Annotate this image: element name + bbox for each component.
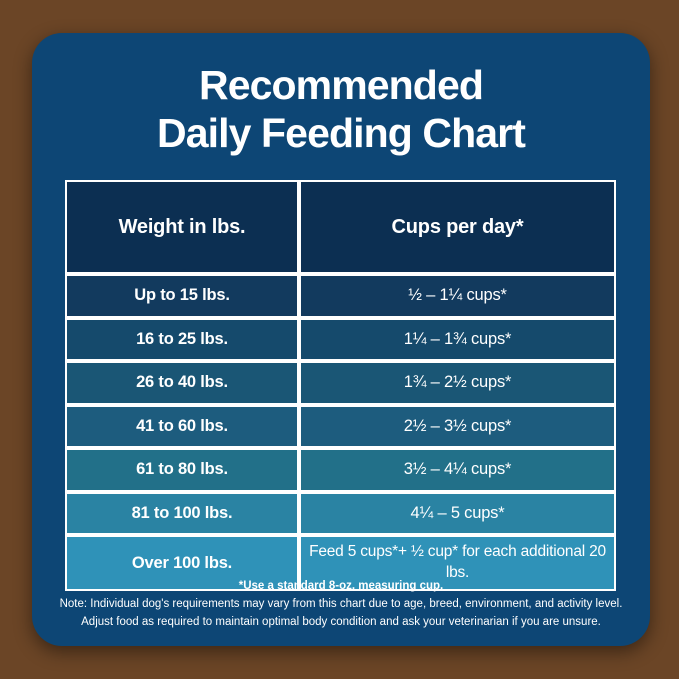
table-body: Up to 15 lbs. ½ – 1¼ cups* 16 to 25 lbs.… — [65, 274, 616, 591]
cups-cell: 1¼ – 1¾ cups* — [299, 317, 616, 361]
table-row: Over 100 lbs. Feed 5 cups*+ ½ cup* for e… — [65, 535, 616, 591]
weight-cell: 41 to 60 lbs. — [65, 404, 299, 448]
table-row: 81 to 100 lbs. 4¼ – 5 cups* — [65, 491, 616, 535]
title-line-1: Recommended — [198, 62, 484, 108]
cups-cell: 4¼ – 5 cups* — [299, 491, 616, 535]
cups-cell: Feed 5 cups*+ ½ cup* for each additional… — [299, 535, 616, 591]
title-line-2: Daily Feeding Chart — [157, 109, 526, 156]
weight-cell: 81 to 100 lbs. — [65, 491, 299, 535]
cups-cell: 1¾ – 2½ cups* — [299, 361, 616, 405]
table-header: Weight in lbs. Cups per day* — [65, 180, 616, 274]
weight-cell: Over 100 lbs. — [65, 535, 299, 591]
weight-cell: Up to 15 lbs. — [65, 274, 299, 318]
table-row: 61 to 80 lbs. 3½ – 4¼ cups* — [65, 448, 616, 492]
weight-cell: 61 to 80 lbs. — [65, 448, 299, 492]
cups-cell: 3½ – 4¼ cups* — [299, 448, 616, 492]
table-row: Up to 15 lbs. ½ – 1¼ cups* — [65, 274, 616, 318]
table-row: 26 to 40 lbs. 1¾ – 2½ cups* — [65, 361, 616, 405]
feeding-table: Weight in lbs. Cups per day* Up to 15 lb… — [65, 180, 616, 591]
column-header-weight: Weight in lbs. — [65, 180, 299, 274]
footnotes: *Use a standard 8-oz. measuring cup. Not… — [32, 578, 650, 631]
footnote-note: Note: Individual dog's requirements may … — [59, 597, 623, 610]
footnote-measuring-cup: *Use a standard 8-oz. measuring cup. — [238, 580, 444, 592]
weight-cell: 26 to 40 lbs. — [65, 361, 299, 405]
cups-cell: 2½ – 3½ cups* — [299, 404, 616, 448]
weight-cell: 16 to 25 lbs. — [65, 317, 299, 361]
table-header-row: Weight in lbs. Cups per day* — [65, 180, 616, 274]
cups-cell: ½ – 1¼ cups* — [299, 274, 616, 318]
footnote-adjust: Adjust food as required to maintain opti… — [81, 615, 601, 628]
table-row: 16 to 25 lbs. 1¼ – 1¾ cups* — [65, 317, 616, 361]
page-title: Recommended Daily Feeding Chart — [32, 33, 650, 158]
feeding-chart-card: Recommended Daily Feeding Chart Weight i… — [32, 33, 650, 646]
column-header-cups: Cups per day* — [299, 180, 616, 274]
table-row: 41 to 60 lbs. 2½ – 3½ cups* — [65, 404, 616, 448]
